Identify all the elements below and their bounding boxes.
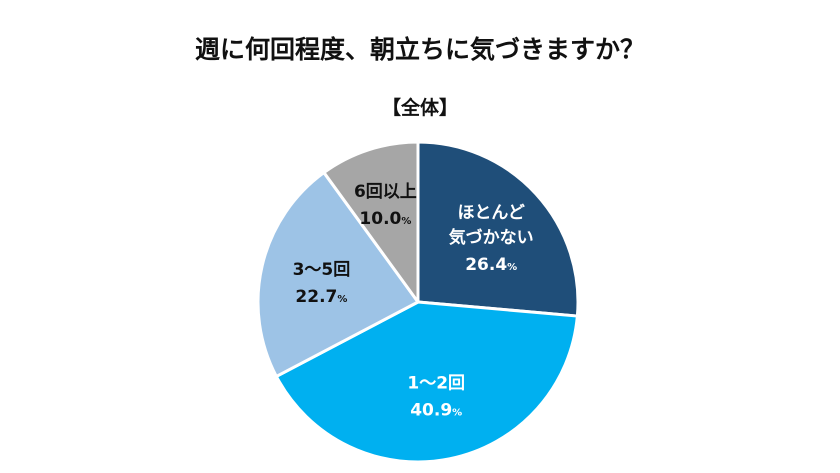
slice-label-0-line-0: ほとんど [457,203,525,223]
slice-value-1: 40.9% [410,401,462,421]
slice-unit-1: % [452,408,462,419]
slice-label-0-line-1: 気づかない [448,227,534,248]
slice-label-group-2: 3～5回 22.7% [293,260,351,307]
slice-label-group-3: 6回以上 10.0% [354,182,417,229]
chart-title: 週に何回程度、朝立ちに気づきますか？ [194,35,645,64]
pie-slice-2 [256,171,420,378]
chart-subtitle: 【全体】 [381,97,458,119]
slice-label-group-1: 1～2回 40.9% [407,374,465,421]
slice-unit-3: % [401,216,411,227]
pie-slice-3 [322,140,420,304]
slice-value-3: 10.0% [359,209,411,229]
slice-unit-2: % [337,294,347,305]
slice-label-3-line-0: 6回以上 [354,182,417,202]
slice-unit-0: % [507,262,517,273]
pie-slice-0 [416,140,580,318]
slice-value-2: 22.7% [295,287,347,307]
pie-slice-1 [274,300,579,464]
slice-value-0: 26.4% [465,255,517,275]
slice-label-2-line-0: 3～5回 [293,260,351,280]
slice-label-1-line-0: 1～2回 [407,374,465,394]
